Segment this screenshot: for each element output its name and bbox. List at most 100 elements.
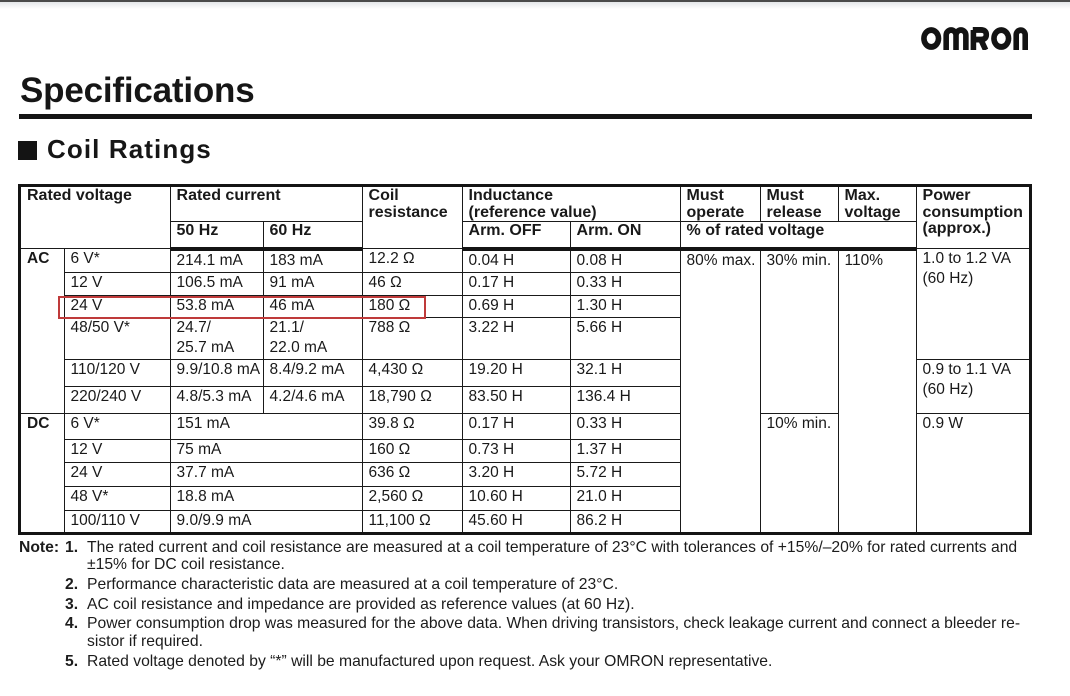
cell-voltage: 100/110 V xyxy=(63,510,171,534)
cell-must-operate: 80% max. xyxy=(679,248,761,534)
cell-current-60: 21.1/ 22.0 mA xyxy=(262,317,363,360)
cell-voltage: 220/240 V xyxy=(63,386,171,414)
cell-resistance: 18,790 Ω xyxy=(361,386,463,414)
cell-current-50: 106.5 mA xyxy=(169,272,264,296)
section-square-bullet xyxy=(18,141,37,160)
cell-voltage: 110/120 V xyxy=(63,359,171,387)
cell-resistance: 2,560 Ω xyxy=(361,486,463,511)
cell-arm-on: 0.33 H xyxy=(569,272,681,296)
cell-voltage: 24 V xyxy=(63,295,171,318)
note-text: Performance characteristic data are meas… xyxy=(87,575,619,593)
cell-current-50: 53.8 mA xyxy=(169,295,264,318)
note-number: 5. xyxy=(65,652,79,670)
header-arm-off: Arm. OFF xyxy=(461,221,571,251)
note-number: 4. xyxy=(65,615,79,633)
omron-logo-svg xyxy=(921,27,1028,50)
cell-must-release-ac: 30% min. xyxy=(759,248,839,414)
note-text: Power consumption drop was measured for … xyxy=(87,615,1021,651)
title-rule xyxy=(19,114,1032,119)
header-must-operate: Must operate xyxy=(679,185,761,222)
coil-ratings-table: Rated voltage Rated current Coil resista… xyxy=(18,184,1033,535)
header-50hz: 50 Hz xyxy=(169,221,264,251)
cell-arm-off: 45.60 H xyxy=(461,510,571,534)
page-title: Specifications xyxy=(20,71,255,110)
cell-voltage: 12 V xyxy=(63,272,171,296)
cell-max-voltage: 110% xyxy=(837,248,917,534)
cell-resistance: 180 Ω xyxy=(361,295,463,318)
cell-arm-on: 5.66 H xyxy=(569,317,681,360)
table-row-dc-100-110v: 100/110 V 9.0/9.9 mA 11,100 Ω 45.60 H 86… xyxy=(20,510,1031,534)
cell-arm-off: 3.20 H xyxy=(461,462,571,487)
table-row-dc-48v: 48 V* 18.8 mA 2,560 Ω 10.60 H 21.0 H xyxy=(20,486,1031,511)
header-pct-rated-voltage: % of rated voltage xyxy=(679,221,917,251)
cell-arm-off: 0.17 H xyxy=(461,413,571,440)
cell-current-60: 4.2/4.6 mA xyxy=(262,386,363,414)
cell-arm-on: 0.33 H xyxy=(569,413,681,440)
cell-current-50: 9.9/10.8 mA xyxy=(169,359,264,387)
cell-current-60: 46 mA xyxy=(262,295,363,318)
header-rated-current: Rated current xyxy=(169,185,363,222)
cell-arm-off: 83.50 H xyxy=(461,386,571,414)
header-60hz: 60 Hz xyxy=(262,221,363,251)
cell-voltage: 6 V* xyxy=(63,413,171,440)
cell-current: 18.8 mA xyxy=(169,486,363,511)
cell-arm-on: 32.1 H xyxy=(569,359,681,387)
cell-current-60: 183 mA xyxy=(262,248,363,273)
cell-arm-on: 1.30 H xyxy=(569,295,681,318)
note-number: 3. xyxy=(65,595,79,613)
cell-voltage: 12 V xyxy=(63,439,171,463)
cell-arm-on: 86.2 H xyxy=(569,510,681,534)
header-must-release: Must release xyxy=(759,185,839,222)
table-row-ac-220-240v: 220/240 V 4.8/5.3 mA 4.2/4.6 mA 18,790 Ω… xyxy=(20,386,1031,414)
table-row-ac-110-120v: 110/120 V 9.9/10.8 mA 8.4/9.2 mA 4,430 Ω… xyxy=(20,359,1032,414)
header-max-voltage: Max. voltage xyxy=(837,185,917,222)
cell-current-60: 8.4/9.2 mA xyxy=(262,359,363,387)
cell-resistance: 788 Ω xyxy=(361,317,463,360)
cell-resistance: 160 Ω xyxy=(361,439,463,463)
omron-logo xyxy=(921,27,1028,50)
table-row-dc-6v: DC 6 V* 151 mA 39.8 Ω 0.17 H 0.33 H 10% … xyxy=(19,413,1032,534)
note-text: Rated voltage denoted by “*” will be man… xyxy=(87,652,773,670)
cell-current-50: 214.1 mA xyxy=(169,248,264,273)
table-row-ac-6v: AC 6 V* 214.1 mA 183 mA 12.2 Ω 0.04 H 0.… xyxy=(19,248,1032,534)
header-power-consumption: Power consumption (approx.) xyxy=(915,185,1032,249)
cell-arm-off: 0.69 H xyxy=(461,295,571,318)
cell-voltage: 24 V xyxy=(63,462,171,487)
note-number: 2. xyxy=(65,575,79,593)
cell-current: 151 mA xyxy=(169,413,363,440)
cell-arm-off: 0.04 H xyxy=(461,248,571,273)
note-item-5: 5. Rated voltage denoted by “*” will be … xyxy=(65,653,1064,671)
cell-power-ac-1: 1.0 to 1.2 VA (60 Hz) xyxy=(915,248,1032,360)
group-label-dc: DC xyxy=(19,413,65,534)
header-coil-resistance: Coil resistance xyxy=(361,185,463,249)
cell-arm-off: 0.73 H xyxy=(461,439,571,463)
cell-resistance: 636 Ω xyxy=(361,462,463,487)
note-number: 1. xyxy=(65,538,79,556)
note-item-3: 3. AC coil resistance and impedance are … xyxy=(65,596,1064,614)
header-inductance: Inductance (reference value) xyxy=(461,185,681,222)
cell-current-50: 24.7/ 25.7 mA xyxy=(169,317,264,360)
cell-voltage: 48 V* xyxy=(63,486,171,511)
note-item-2: 2. Performance characteristic data are m… xyxy=(65,576,1064,594)
cell-resistance: 4,430 Ω xyxy=(361,359,463,387)
cell-arm-off: 10.60 H xyxy=(461,486,571,511)
cell-arm-on: 1.37 H xyxy=(569,439,681,463)
cell-resistance: 12.2 Ω xyxy=(361,248,463,273)
cell-power-dc: 0.9 W xyxy=(915,413,1032,534)
cell-arm-off: 3.22 H xyxy=(461,317,571,360)
group-label-ac: AC xyxy=(19,248,65,414)
cell-current-60: 91 mA xyxy=(262,272,363,296)
note-text: AC coil resistance and impedance are pro… xyxy=(87,595,635,613)
header-rated-voltage: Rated voltage xyxy=(19,185,171,249)
cell-arm-on: 0.08 H xyxy=(569,248,681,273)
note-item-4: 4. Power consumption drop was measured f… xyxy=(65,615,1064,650)
cell-must-release-dc: 10% min. xyxy=(759,413,839,534)
cell-power-ac-2: 0.9 to 1.1 VA (60 Hz) xyxy=(915,359,1032,414)
section-title: Coil Ratings xyxy=(47,134,212,164)
cell-current: 9.0/9.9 mA xyxy=(169,510,363,534)
notes-section: Note: 1. The rated current and coil resi… xyxy=(19,539,1064,673)
notes-label: Note: xyxy=(19,538,60,556)
cell-arm-on: 5.72 H xyxy=(569,462,681,487)
page-top-edge-fade xyxy=(0,2,1070,9)
cell-arm-on: 136.4 H xyxy=(569,386,681,414)
